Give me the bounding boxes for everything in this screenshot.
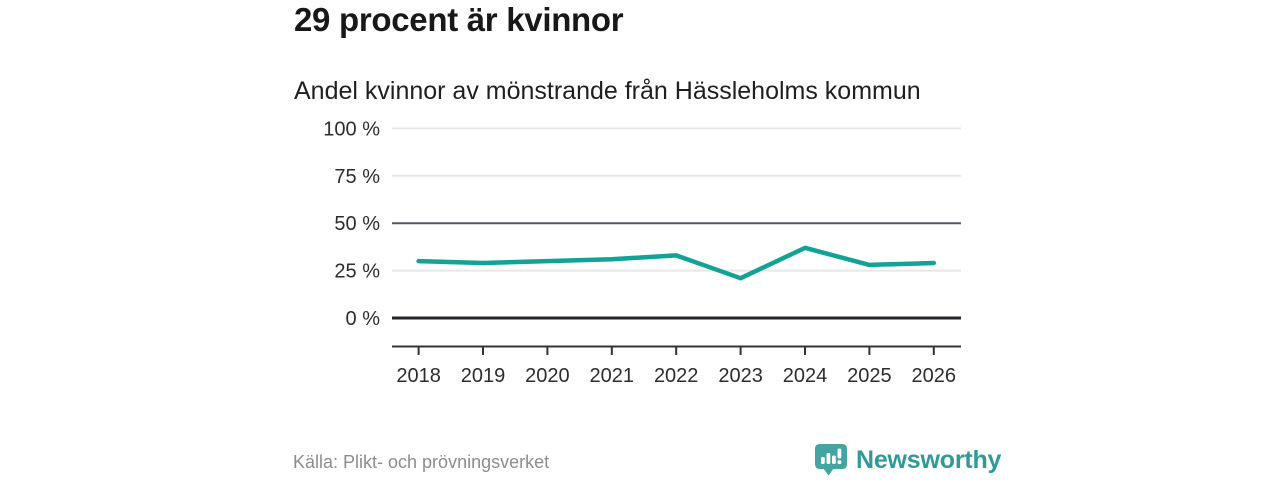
y-tick-label-75: 75 % <box>334 166 380 188</box>
x-tick-label-2025: 2025 <box>847 365 892 387</box>
y-tick-label-100: 100 % <box>323 118 380 140</box>
x-tick-label-2018: 2018 <box>396 365 441 387</box>
y-tick-label-0: 0 % <box>346 308 381 330</box>
newsworthy-logo-text: Newsworthy <box>856 445 1002 474</box>
chart-subtitle: Andel kvinnor av mönstrande från Hässleh… <box>294 77 921 105</box>
newsworthy-logo: Newsworthy <box>814 443 1001 477</box>
data-line-andel-kvinnor-av-m-nstrande <box>416 245 937 281</box>
x-tick-label-2020: 2020 <box>525 365 570 387</box>
x-tick-label-2026: 2026 <box>912 365 957 387</box>
y-tick-label-50: 50 % <box>334 213 380 235</box>
y-tick-label-25: 25 % <box>334 261 380 283</box>
x-tick-label-2023: 2023 <box>718 365 763 387</box>
newsworthy-logo-icon <box>815 444 847 476</box>
x-tick-label-2024: 2024 <box>783 365 828 387</box>
chart-title: 29 procent är kvinnor <box>294 1 624 38</box>
x-tick-label-2022: 2022 <box>654 365 699 387</box>
source-attribution: Källa: Plikt- och prövningsverket <box>293 452 550 472</box>
x-tick-label-2021: 2021 <box>590 365 635 387</box>
x-tick-label-2019: 2019 <box>461 365 506 387</box>
